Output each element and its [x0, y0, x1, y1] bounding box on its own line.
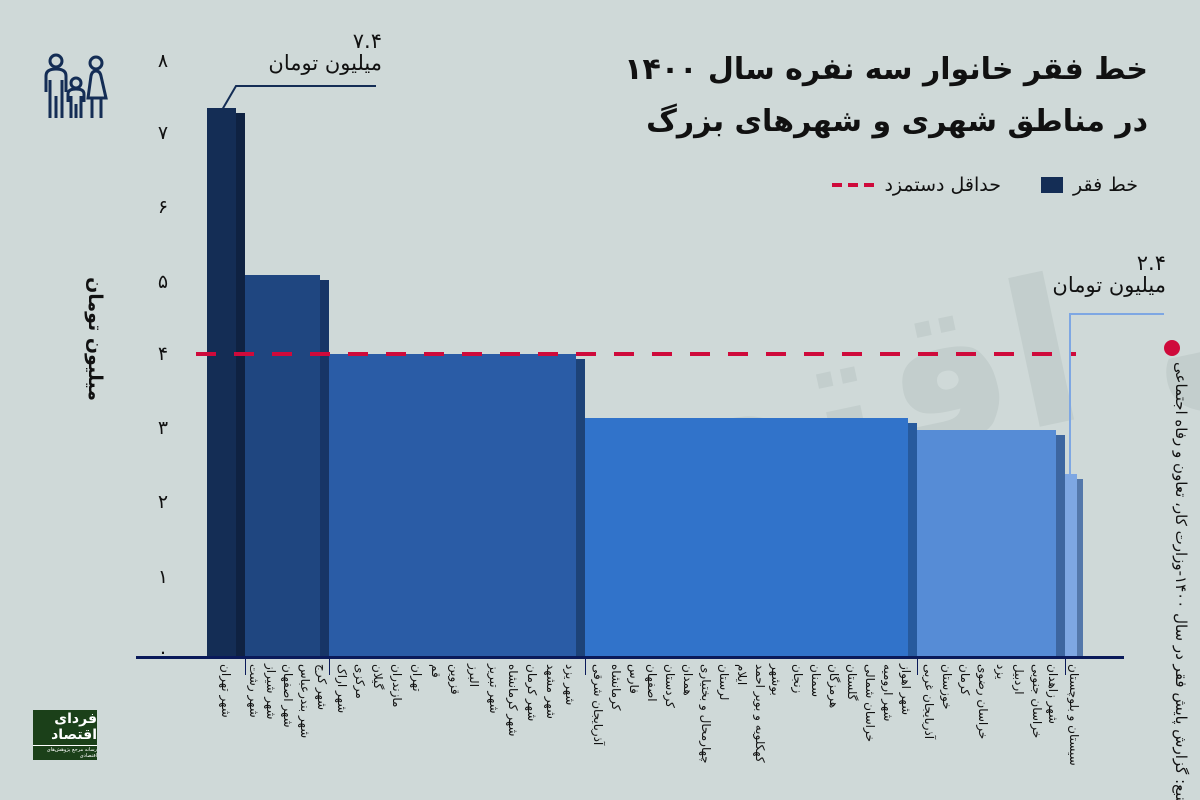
legend-poverty-label: خط فقر	[1073, 174, 1138, 196]
bar-group-4[interactable]	[585, 418, 917, 658]
group-separator	[917, 659, 918, 675]
x-label: بوشهر	[769, 664, 783, 696]
x-label: شهر ارومیه	[881, 664, 895, 722]
max-annotation: ۷.۴ میلیون تومان	[236, 30, 382, 74]
x-label: شهر اراک	[335, 664, 349, 714]
group-separator	[1065, 659, 1066, 675]
x-label: یزد	[994, 664, 1008, 680]
x-label: خوزستان	[940, 664, 954, 710]
x-label: چهارمحال و بختیاری	[699, 664, 713, 764]
x-axis	[136, 656, 1124, 659]
bar-group-2[interactable]	[245, 275, 329, 658]
y-tick: ۶	[157, 196, 169, 218]
bar-group-1[interactable]	[207, 108, 245, 658]
y-tick: ۱	[157, 566, 169, 588]
logo-tagline: رسانه مرجع پژوهش‌های اقتصادی	[33, 745, 97, 759]
x-label: قم	[429, 664, 443, 678]
min-unit: میلیون تومان	[1052, 273, 1166, 298]
bar-group-5[interactable]	[917, 430, 1065, 658]
x-label: ایلام	[735, 664, 749, 686]
x-label: شهر تهران	[219, 664, 233, 718]
max-value: ۷.۴	[352, 29, 382, 53]
x-label: گیلان	[371, 664, 385, 690]
x-label: اصفهان	[645, 664, 659, 702]
x-label: شهر شیراز	[264, 664, 278, 720]
max-unit: میلیون تومان	[268, 51, 382, 76]
x-label: شهر بندرعباس	[298, 664, 312, 739]
y-tick: ۴	[157, 343, 169, 365]
bar-group-3[interactable]	[329, 354, 585, 658]
y-axis-label: میلیون تومان	[84, 277, 106, 401]
x-label: هرمزگان	[827, 664, 841, 709]
x-label: همدان	[681, 664, 695, 696]
y-tick: ۰	[157, 641, 169, 663]
x-label: سیستان و بلوچستان	[1067, 664, 1081, 766]
x-label: البرز	[467, 664, 481, 688]
x-label: سمنان	[809, 664, 823, 698]
y-tick: ۷	[157, 122, 169, 144]
brand-logo[interactable]: فردای اقتصاد رسانه مرجع پژوهش‌های اقتصاد…	[33, 710, 97, 760]
x-label: قزوین	[448, 664, 462, 695]
x-label: مرکزی	[353, 664, 367, 699]
chart-title-line2: در مناطق شهری و شهرهای بزرگ	[646, 104, 1148, 139]
x-label: آذربایجان شرقی	[591, 664, 605, 746]
x-label: شهر کرمان	[525, 664, 539, 722]
x-label: تهران	[410, 664, 424, 692]
x-label: زنجان	[791, 664, 805, 694]
chart-title-line1: خط فقر خانوار سه نفره سال ۱۴۰۰	[624, 52, 1148, 87]
x-label: کرمان	[958, 664, 972, 696]
max-leader-line	[221, 85, 376, 111]
x-label: اردبیل	[1012, 664, 1026, 695]
legend-minwage-swatch	[828, 183, 875, 187]
x-label: خراسان شمالی	[863, 664, 877, 743]
source-bullet-icon	[1164, 340, 1180, 356]
y-tick: ۳	[157, 417, 169, 439]
legend: خط فقر حداقل دستمزد	[828, 174, 1138, 196]
min-annotation: ۲.۴ میلیون تومان	[1020, 252, 1166, 296]
legend-poverty-swatch	[1041, 177, 1063, 193]
family-icon	[40, 52, 112, 124]
min-wage-line	[196, 352, 1076, 356]
min-leader-line	[1069, 313, 1164, 478]
x-label: شهر مشهد	[544, 664, 558, 719]
x-label: لرستان	[717, 664, 731, 701]
x-label: شهر اهواز	[899, 664, 913, 716]
group-separator	[585, 659, 586, 675]
y-tick: ۲	[157, 491, 169, 513]
x-label: فارس	[627, 664, 641, 694]
x-label: خراسان رضوی	[976, 664, 990, 740]
group-separator	[329, 659, 330, 675]
x-label: شهر کرج	[315, 664, 329, 711]
x-label: مازندران	[390, 664, 404, 708]
x-label: آذربایجان غربی	[922, 664, 936, 740]
x-label: شهر کرمانشاه	[506, 664, 520, 737]
x-label: کهکلویه و بویر احمد	[753, 664, 767, 763]
x-label: کرمانشاه	[609, 664, 623, 711]
x-label: شهر اصفهان	[281, 664, 295, 728]
x-label: خراسان جنوبی	[1030, 664, 1044, 739]
group-separator	[245, 659, 246, 675]
source-note: منبع: گزارش پایش فقر در سال ۱۴۰۰-وزارت ک…	[1172, 362, 1190, 800]
x-label: کردستان	[663, 664, 677, 708]
x-label: شهر تبریز	[487, 664, 501, 714]
y-tick: ۸	[157, 50, 169, 72]
bar-group-6[interactable]	[1065, 474, 1083, 658]
x-label: شهر یزد	[563, 664, 577, 706]
min-value: ۲.۴	[1136, 251, 1166, 275]
y-tick: ۵	[157, 271, 169, 293]
x-label: شهر رشت	[247, 664, 261, 718]
x-label: شهر زاهدان	[1046, 664, 1060, 724]
logo-name: فردای اقتصاد	[51, 711, 97, 743]
x-label: گلستان	[845, 664, 859, 701]
legend-minwage-label: حداقل دستمزد	[884, 174, 1001, 196]
